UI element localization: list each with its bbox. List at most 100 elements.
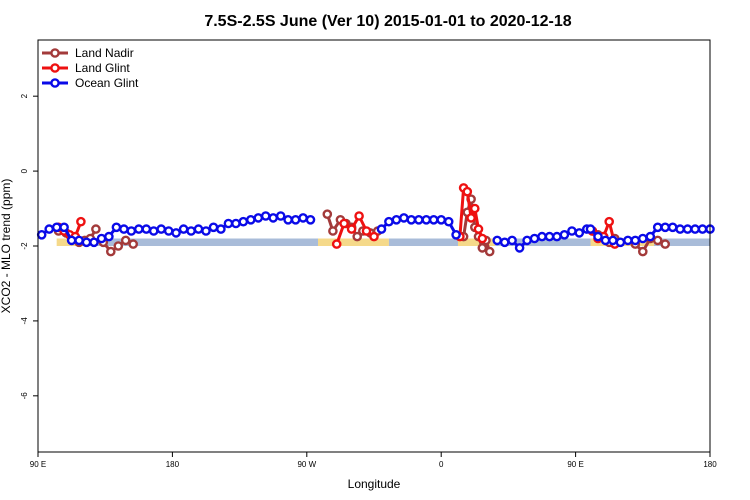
ocean-strip xyxy=(654,238,710,246)
ocean-glint-point xyxy=(522,235,532,246)
legend-item-land-nadir: Land Nadir xyxy=(42,46,134,60)
ocean-glint-point xyxy=(529,233,540,244)
y-tick-label: 2 xyxy=(20,93,29,98)
land-glint-point xyxy=(466,213,476,223)
ocean-glint-point xyxy=(421,214,432,225)
land-nadir-point xyxy=(352,231,363,242)
ocean-glint-point xyxy=(675,224,685,234)
ocean-glint-point xyxy=(96,233,107,244)
land-nadir-point xyxy=(120,235,131,246)
ocean-glint-point xyxy=(171,228,181,238)
legend-swatch-marker xyxy=(50,48,60,58)
ocean-strip xyxy=(79,238,318,246)
ocean-glint-point xyxy=(44,224,55,234)
y-tick-label: -2 xyxy=(20,242,29,250)
ocean-glint-point xyxy=(126,226,137,236)
y-tick-label: -6 xyxy=(20,392,29,400)
ocean-glint-point xyxy=(81,237,92,248)
land-glint-point xyxy=(604,216,615,227)
ocean-glint-point xyxy=(697,224,708,234)
ocean-glint-point xyxy=(406,214,417,225)
ocean-glint-point xyxy=(238,216,249,227)
land-glint-point xyxy=(369,231,379,242)
ocean-glint-point xyxy=(133,224,144,234)
ocean-glint-point xyxy=(514,243,525,253)
x-axis-label: Longitude xyxy=(348,477,401,491)
ocean-glint-point xyxy=(36,229,47,240)
x-tick-label: 180 xyxy=(166,460,180,469)
land-nadir-point xyxy=(91,224,101,234)
land-glint-point xyxy=(354,211,364,221)
ocean-glint-point xyxy=(600,235,611,246)
legend-label: Ocean Glint xyxy=(75,76,139,90)
ocean-glint-point xyxy=(216,224,226,234)
ocean-glint-point xyxy=(163,226,174,236)
ocean-glint-point xyxy=(537,231,547,242)
land-strip xyxy=(318,238,389,246)
ocean-glint-point xyxy=(208,222,219,233)
ocean-glint-point xyxy=(630,235,641,246)
ocean-glint-point xyxy=(275,211,286,221)
ocean-glint-point xyxy=(507,235,517,246)
ocean-glint-point xyxy=(615,237,626,248)
ocean-glint-point xyxy=(608,235,618,246)
ocean-glint-point xyxy=(499,237,510,248)
ocean-glint-point xyxy=(201,226,211,236)
x-tick-label: 90 E xyxy=(30,460,46,469)
chart-title: 7.5S-2.5S June (Ver 10) 2015-01-01 to 20… xyxy=(204,13,571,30)
ocean-glint-point xyxy=(193,224,204,234)
ocean-glint-point xyxy=(492,235,503,246)
land-glint-point xyxy=(462,186,473,197)
ocean-glint-point xyxy=(593,231,603,242)
y-tick-label: 0 xyxy=(20,168,29,173)
x-tick-label: 0 xyxy=(439,460,444,469)
ocean-glint-point xyxy=(186,226,196,236)
land-nadir-point xyxy=(322,209,333,219)
ocean-glint-point xyxy=(104,231,114,242)
series-layer xyxy=(36,183,715,257)
ocean-glint-point xyxy=(428,214,439,225)
ocean-glint-point xyxy=(74,235,84,246)
land-nadir-point xyxy=(113,241,124,251)
land-glint-point xyxy=(331,239,342,249)
ocean-glint-point xyxy=(399,213,409,223)
ocean-glint-point xyxy=(178,224,189,234)
y-axis-label: XCO2 - MLO trend (ppm) xyxy=(0,179,13,314)
ocean-glint-point xyxy=(66,235,77,246)
land-nadir-point xyxy=(106,246,116,257)
ocean-glint-point xyxy=(298,213,308,223)
ocean-glint-point xyxy=(245,214,256,225)
ocean-glint-point xyxy=(682,224,693,234)
ocean-glint-point xyxy=(260,211,271,221)
ocean-glint-point xyxy=(51,222,62,233)
ocean-glint-point xyxy=(231,218,241,229)
ocean-glint-point xyxy=(585,224,596,234)
land-nadir-point xyxy=(484,246,495,257)
ocean-glint-point xyxy=(59,222,69,233)
ocean-glint-point xyxy=(283,214,293,225)
ocean-glint-point xyxy=(552,231,562,242)
land-nadir-point xyxy=(477,243,488,253)
legend-label: Land Glint xyxy=(75,61,130,75)
land-glint-point xyxy=(346,224,357,234)
ocean-glint-point xyxy=(436,214,447,225)
ocean-glint-point xyxy=(376,224,387,234)
y-tick-label: -4 xyxy=(20,317,29,325)
ocean-glint-point xyxy=(268,213,279,223)
ocean-glint-point xyxy=(559,229,570,240)
x-tick-label: 180 xyxy=(703,460,717,469)
land-glint-point xyxy=(473,224,484,234)
land-strip xyxy=(458,238,496,246)
land-glint-point xyxy=(361,226,372,236)
ocean-glint-point xyxy=(305,214,316,225)
legend-item-ocean-glint: Ocean Glint xyxy=(42,76,139,90)
ocean-glint-point xyxy=(652,222,663,233)
ocean-glint-point xyxy=(544,231,555,242)
land-glint-point xyxy=(339,218,349,229)
x-axis: 90 E 180 90 W 0 90 E 180 xyxy=(30,452,717,469)
ocean-glint-point xyxy=(667,222,678,233)
ocean-strip xyxy=(388,238,458,246)
